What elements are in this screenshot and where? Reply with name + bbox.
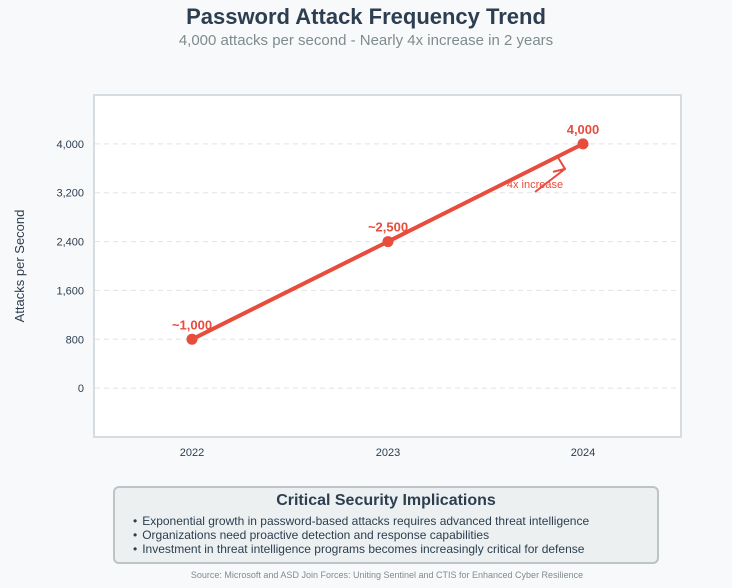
source-note: Source: Microsoft and ASD Join Forces: U… xyxy=(190,570,584,580)
x-tick-label: 2022 xyxy=(180,447,204,459)
implications-title: Critical Security Implications xyxy=(276,492,496,509)
x-tick-label: 2024 xyxy=(571,447,595,459)
data-point xyxy=(382,236,394,248)
y-tick-label: 1,600 xyxy=(56,285,84,297)
y-tick-label: 0 xyxy=(78,383,84,395)
chart-subtitle: 4,000 attacks per second - Nearly 4x inc… xyxy=(178,32,554,49)
data-label: ~1,000 xyxy=(172,317,212,332)
y-tick-label: 2,400 xyxy=(56,237,84,249)
data-point xyxy=(186,333,198,345)
y-tick-label: 4,000 xyxy=(56,139,84,151)
implication-item: Exponential growth in password-based att… xyxy=(133,514,657,528)
chart-title: Password Attack Frequency Trend xyxy=(186,4,546,29)
annotation-arrow xyxy=(534,155,567,193)
implications-box: Critical Security Implications Exponenti… xyxy=(113,486,659,564)
implications-list: Exponential growth in password-based att… xyxy=(115,514,657,556)
y-axis-label: Attacks per Second xyxy=(12,210,27,323)
data-point xyxy=(577,138,589,150)
data-label: ~2,500 xyxy=(368,220,408,235)
implication-item: Investment in threat intelligence progra… xyxy=(133,542,657,556)
implication-item: Organizations need proactive detection a… xyxy=(133,528,657,542)
annotation-text: 4x increase xyxy=(507,179,563,191)
data-label: 4,000 xyxy=(567,122,600,137)
line-chart: 0 800 1,600 2,400 3,200 4,000 2022 2023 2024 At… xyxy=(12,94,682,459)
y-tick-label: 800 xyxy=(66,334,84,346)
x-tick-label: 2023 xyxy=(376,447,400,459)
y-tick-label: 3,200 xyxy=(56,188,84,200)
plot-area xyxy=(93,94,682,438)
